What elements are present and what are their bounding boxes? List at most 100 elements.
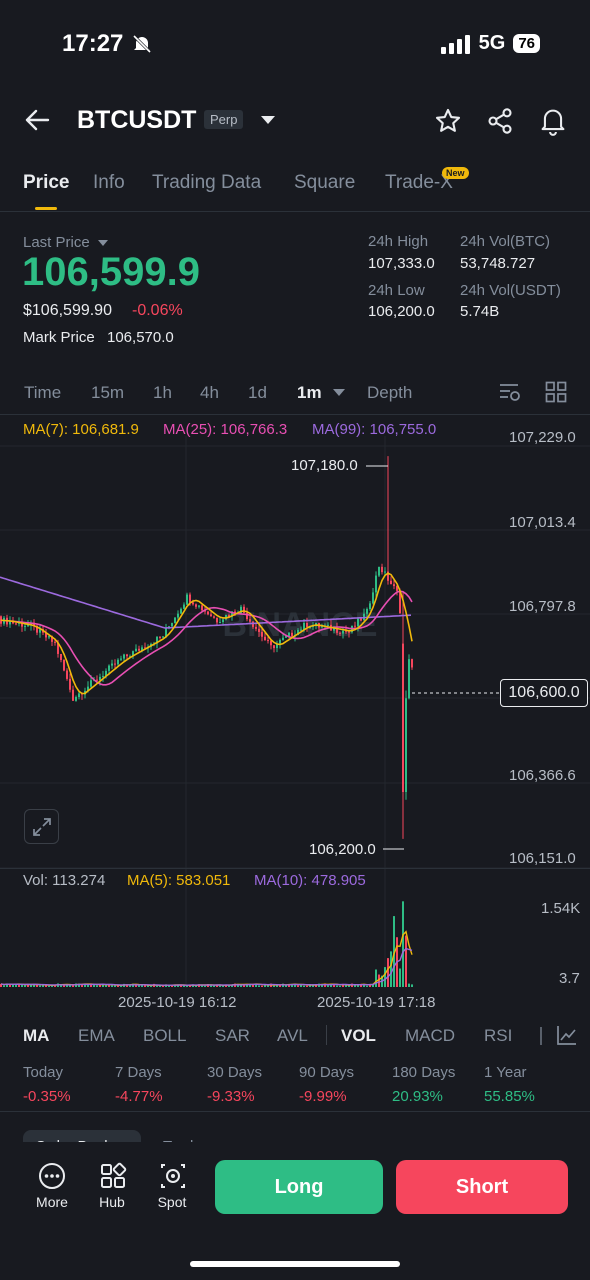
candle [69,678,71,690]
indicator-avl[interactable]: AVL [277,1026,308,1045]
candle [342,630,344,634]
hub-button[interactable]: Hub [99,1194,125,1210]
new-badge: New [442,167,469,179]
volume-bar [405,935,407,987]
price-chart[interactable]: BINANCE [0,436,590,991]
chevron-down-icon[interactable] [260,114,276,126]
indicator-boll[interactable]: BOLL [143,1026,187,1045]
interval-1d[interactable]: 1d [248,383,267,402]
candle [291,632,293,637]
interval-15m[interactable]: 15m [91,383,125,402]
indicator-ema[interactable]: EMA [78,1026,115,1045]
volume-bar [399,968,401,987]
candle [228,615,230,617]
last-price: 106,599.9 [22,250,200,294]
indicator-macd[interactable]: MACD [405,1026,456,1045]
volume-bar [294,983,296,987]
layout-grid-icon[interactable] [545,381,567,403]
bell-icon[interactable] [539,106,567,136]
volume-bar [372,983,374,987]
signal-icon [440,34,470,54]
volume-bar [126,984,128,987]
last-price-dropdown-icon [97,240,108,246]
indicator-separator [326,1025,327,1045]
spot-icon[interactable] [159,1162,187,1190]
tab-trading-data[interactable]: Trading Data [152,172,262,193]
candle [273,645,275,649]
candle [270,640,272,646]
volume-bar [411,984,413,987]
ma7-value: MA(7): 106,681.9 [23,421,139,438]
volume-bar [129,984,131,987]
volume-bar [51,985,53,987]
indicator-sar[interactable]: SAR [215,1026,250,1045]
low-24h-label: 24h Low [368,282,425,299]
short-button[interactable]: Short [396,1160,568,1214]
volume-bar [360,983,362,987]
volume-bar [258,985,260,987]
candle [411,659,413,668]
volume-bar [138,985,140,987]
candle [309,626,311,628]
candles-layer [0,456,413,839]
high-24h-label: 24h High [368,233,429,250]
tab-price[interactable]: Price [23,172,70,193]
candle [222,619,224,623]
tab-indicator [35,207,57,210]
chart-settings-icon[interactable] [498,381,522,403]
hub-icon[interactable] [99,1162,127,1190]
candle [180,608,182,614]
perf-label-30d: 30 Days [207,1064,263,1081]
tab-trade-x[interactable]: Trade-X [385,172,453,193]
candle [90,680,92,687]
interval-depth[interactable]: Depth [367,383,413,402]
indicator-vol[interactable]: VOL [341,1026,376,1045]
perf-label-90d: 90 Days [299,1064,355,1081]
volume-divider [0,868,590,869]
volume-bar [222,984,224,987]
candle [96,679,98,681]
high-marker-label: 107,180.0 [291,457,358,474]
status-time: 17:27 [62,30,124,57]
vol-ma5-line [0,930,413,987]
volume-bar [312,984,314,987]
volume-bar [339,985,341,987]
indicator-ma[interactable]: MA [23,1026,50,1045]
candle [102,675,104,677]
volume-bar [90,983,92,987]
candle [276,643,278,649]
interval-1m[interactable]: 1m [297,383,322,402]
volume-bar [246,984,248,987]
tabs-divider [0,211,590,212]
interval-1h[interactable]: 1h [153,383,172,402]
star-icon[interactable] [434,107,462,135]
tab-square[interactable]: Square [294,172,356,193]
fullscreen-button[interactable] [24,809,59,844]
spot-button[interactable]: Spot [157,1194,187,1210]
interval-time[interactable]: Time [24,383,62,402]
interval-4h[interactable]: 4h [200,383,219,402]
long-button[interactable]: Long [215,1160,383,1214]
volume-bar [408,983,410,987]
volume-bar [300,984,302,987]
indicator-rsi[interactable]: RSI [484,1026,513,1045]
back-arrow-icon[interactable] [24,108,50,132]
last-price-label[interactable]: Last Price [23,234,108,251]
ma99-value: MA(99): 106,755.0 [312,421,437,438]
volume-bar [333,983,335,987]
tab-info[interactable]: Info [93,172,125,193]
network-label: 5G [478,32,506,54]
volume-bar [231,984,233,987]
candle [333,628,335,631]
share-icon[interactable] [486,107,514,135]
more-button[interactable]: More [36,1194,68,1210]
volume-bar [288,984,290,987]
indicator-chart-icon[interactable] [556,1024,578,1046]
more-icon[interactable] [38,1162,66,1190]
volume-bar [72,984,74,987]
candle [372,592,374,604]
interval-dropdown-icon[interactable] [333,388,345,397]
battery-icon: 76 [513,34,540,53]
candle [408,659,410,699]
symbol-title[interactable]: BTCUSDT [77,106,197,134]
